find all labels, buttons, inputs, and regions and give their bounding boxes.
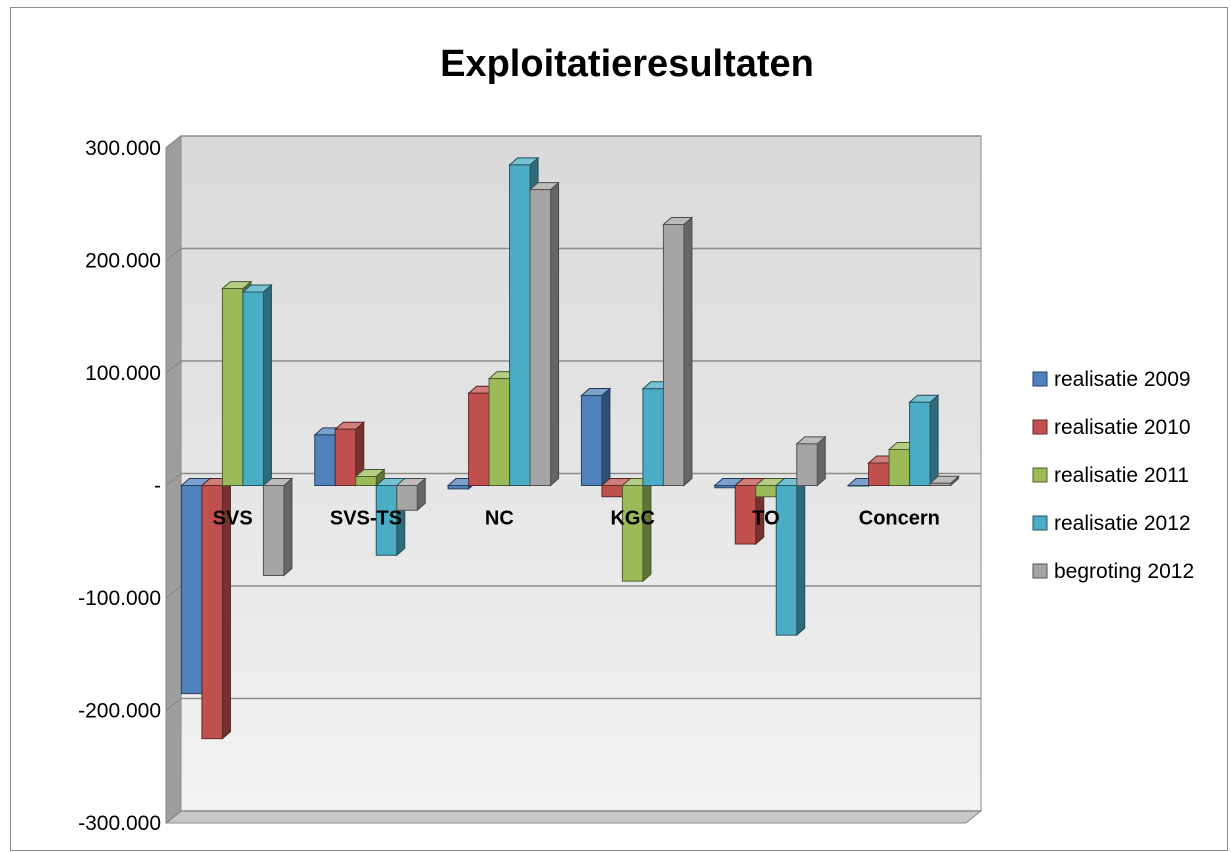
bar-side — [642, 477, 652, 583]
y-tick-label: -100.000 — [78, 587, 161, 610]
floor — [164, 810, 983, 824]
bar — [868, 462, 890, 486]
bar — [180, 485, 203, 695]
bar — [396, 485, 418, 511]
bar — [488, 378, 511, 486]
bar-side — [550, 181, 560, 487]
bar — [221, 288, 244, 486]
bar — [642, 388, 664, 486]
y-tick-label: -200.000 — [78, 700, 161, 723]
legend-swatch — [1032, 419, 1048, 435]
legend-label: realisatie 2011 — [1054, 464, 1189, 487]
bar — [601, 485, 623, 498]
y-tick-label: -300.000 — [78, 812, 161, 835]
category-label: Concern — [859, 508, 940, 530]
bar — [242, 291, 264, 486]
bar-side — [929, 394, 939, 487]
legend-swatch — [1032, 563, 1048, 579]
bar — [201, 485, 223, 740]
legend-label: begroting 2012 — [1054, 560, 1194, 583]
legend-swatch — [1032, 515, 1048, 531]
bar — [796, 443, 818, 486]
chart-title: Exploitatieresultaten — [440, 43, 814, 85]
bar — [447, 485, 470, 490]
plot-area: 300.000 200.000 100.000 - -100.000 -200.000 -3… — [78, 134, 983, 835]
gridline-side — [165, 697, 182, 712]
bar — [621, 485, 644, 582]
bar-side — [262, 283, 272, 487]
bar-side — [816, 435, 826, 487]
category-label: SVS — [213, 508, 253, 530]
legend-label: realisatie 2012 — [1054, 512, 1191, 535]
bar — [847, 485, 870, 487]
gridline-side — [165, 247, 182, 262]
bar — [714, 485, 736, 489]
bar — [929, 482, 952, 486]
bar — [314, 434, 336, 486]
y-tick-label: 100.000 — [85, 362, 161, 385]
chart-frame: Exploitatieresultaten 300.000 200.000 100.… — [10, 7, 1228, 851]
bar — [775, 485, 798, 636]
bar-side — [601, 387, 611, 487]
bar — [468, 392, 490, 486]
gridline-side — [165, 360, 182, 374]
gridline-side — [165, 810, 182, 824]
legend: realisatie 2009 realisatie 2010 realisatie… — [1032, 368, 1194, 583]
gridline-side — [165, 135, 182, 149]
bar — [262, 485, 285, 576]
bar — [888, 449, 911, 486]
bar — [529, 189, 552, 486]
bar — [509, 164, 531, 486]
y-tick-label: 300.000 — [85, 137, 161, 160]
bar — [909, 401, 931, 486]
y-tick-label: - — [154, 475, 161, 498]
legend-label: realisatie 2010 — [1054, 416, 1191, 439]
bar — [355, 476, 377, 486]
bar — [334, 428, 357, 486]
gridline-side — [165, 472, 182, 487]
legend-swatch — [1032, 371, 1048, 387]
legend-swatch — [1032, 467, 1048, 483]
bar-side — [796, 477, 806, 637]
bar-side — [683, 216, 693, 487]
bar — [662, 224, 685, 486]
y-tick-label: 200.000 — [85, 250, 161, 273]
chart-svg: Exploitatieresultaten 300.000 200.000 100.… — [78, 43, 1194, 835]
category-label: SVS-TS — [330, 508, 402, 530]
bar — [755, 485, 777, 498]
category-label: NC — [485, 508, 514, 530]
bar-side — [283, 477, 293, 577]
gridline-side — [165, 585, 182, 599]
legend-label: realisatie 2009 — [1054, 368, 1191, 391]
category-label: TO — [752, 508, 779, 530]
bar — [375, 485, 398, 556]
category-label: KGC — [610, 508, 654, 530]
bar — [734, 485, 757, 545]
bar — [580, 395, 603, 486]
